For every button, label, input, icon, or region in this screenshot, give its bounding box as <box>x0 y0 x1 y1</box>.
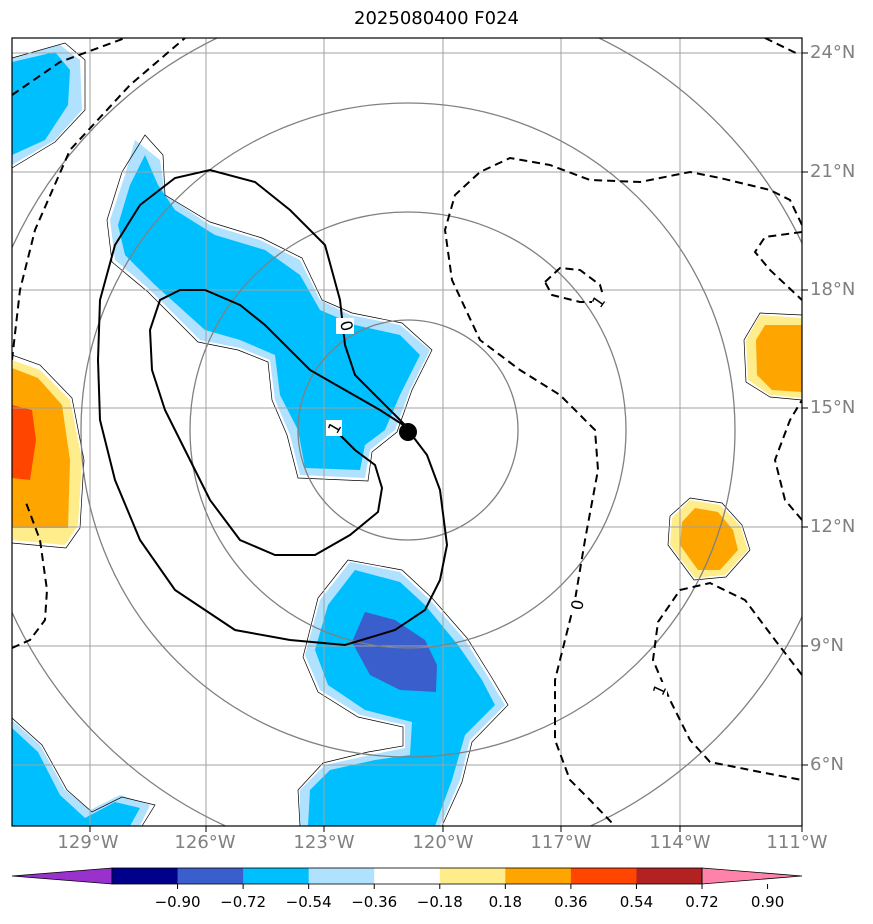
strong-positive-anomaly-patch <box>12 405 36 480</box>
range-rings <box>12 38 802 826</box>
solid-contour-zero <box>96 168 449 647</box>
colorbar-tick-label: 0.90 <box>750 893 785 911</box>
colorbar-tick-label: 0.18 <box>488 893 523 911</box>
lon-label-111w: 111°W <box>766 832 828 853</box>
colorbar-segment <box>112 868 179 884</box>
storm-center-marker <box>399 423 417 441</box>
lat-label-24n: 24°N <box>810 42 856 63</box>
shading-outlines <box>12 42 802 826</box>
dashed-contour-left-lower <box>12 499 49 649</box>
lat-label-12n: 12°N <box>810 516 856 537</box>
colorbar-tick-label: 0.54 <box>619 893 654 911</box>
colorbar-segment <box>570 868 637 884</box>
dashed-contour-top-right <box>764 38 801 56</box>
negative-anomaly-patch <box>308 570 495 826</box>
colorbar-extend-low <box>11 867 113 885</box>
dashed-contour-small-loop <box>543 266 607 303</box>
colorbar-segment <box>308 868 375 884</box>
solid-contours <box>96 168 449 647</box>
axis-ticks <box>89 52 808 832</box>
colorbar-tick-label: −0.90 <box>154 893 201 911</box>
contour-label-dashed-0: 0 <box>567 598 587 611</box>
lon-label-129w: 129°W <box>57 832 119 853</box>
dashed-contour-outer-left2 <box>12 38 186 361</box>
colorbar-tick-label: −0.72 <box>220 893 267 911</box>
lon-label-123w: 123°W <box>293 832 355 853</box>
colorbar-segment <box>439 868 506 884</box>
colorbar-extend-high <box>701 867 803 885</box>
contour-label-solid-0: 0 <box>336 318 357 333</box>
colorbar-tick-label: 0.72 <box>685 893 719 911</box>
figure-title: 2025080400 F024 <box>354 8 519 29</box>
strong-negative-anomaly-patch <box>352 612 437 692</box>
colorbar-segment <box>177 868 244 884</box>
graticule <box>12 38 802 826</box>
colorbar-segment <box>636 868 703 884</box>
lat-label-6n: 6°N <box>810 754 844 775</box>
colorbar-frame <box>111 867 703 885</box>
lat-label-21n: 21°N <box>810 161 856 182</box>
dashed-contour-outer-left <box>12 38 126 96</box>
solid-contour-one <box>148 289 409 556</box>
colorbar-tick-label: −0.54 <box>285 893 332 911</box>
map-plot: 0 1 0 1 1 <box>11 37 808 832</box>
colorbar-segment <box>374 868 441 884</box>
dashed-contours <box>12 38 802 826</box>
positive-anomaly-patch <box>680 508 738 570</box>
colorbar-tick-label: −0.36 <box>351 893 398 911</box>
negative-anomaly-patch <box>12 728 140 826</box>
dashed-contour-right-top <box>753 231 802 301</box>
lat-label-15n: 15°N <box>810 397 856 418</box>
lon-label-117w: 117°W <box>530 832 592 853</box>
colorbar-segment <box>243 868 310 884</box>
colorbar-segment <box>505 868 572 884</box>
colorbar <box>11 867 803 889</box>
positive-anomaly-patch <box>756 325 802 392</box>
colorbar-tick-label: 0.36 <box>554 893 588 911</box>
lon-label-114w: 114°W <box>649 832 711 853</box>
negative-anomaly-patch <box>12 52 70 155</box>
lat-label-18n: 18°N <box>810 279 856 300</box>
colorbar-tick-label: −0.18 <box>416 893 463 911</box>
lon-label-120w: 120°W <box>412 832 474 853</box>
dashed-contour-lower-right <box>651 581 802 781</box>
lat-label-9n: 9°N <box>810 635 844 656</box>
map-frame <box>11 37 803 827</box>
lon-label-126w: 126°W <box>174 832 236 853</box>
dashed-contour-right-mid <box>773 399 802 521</box>
negative-anomaly-patch <box>118 155 420 470</box>
